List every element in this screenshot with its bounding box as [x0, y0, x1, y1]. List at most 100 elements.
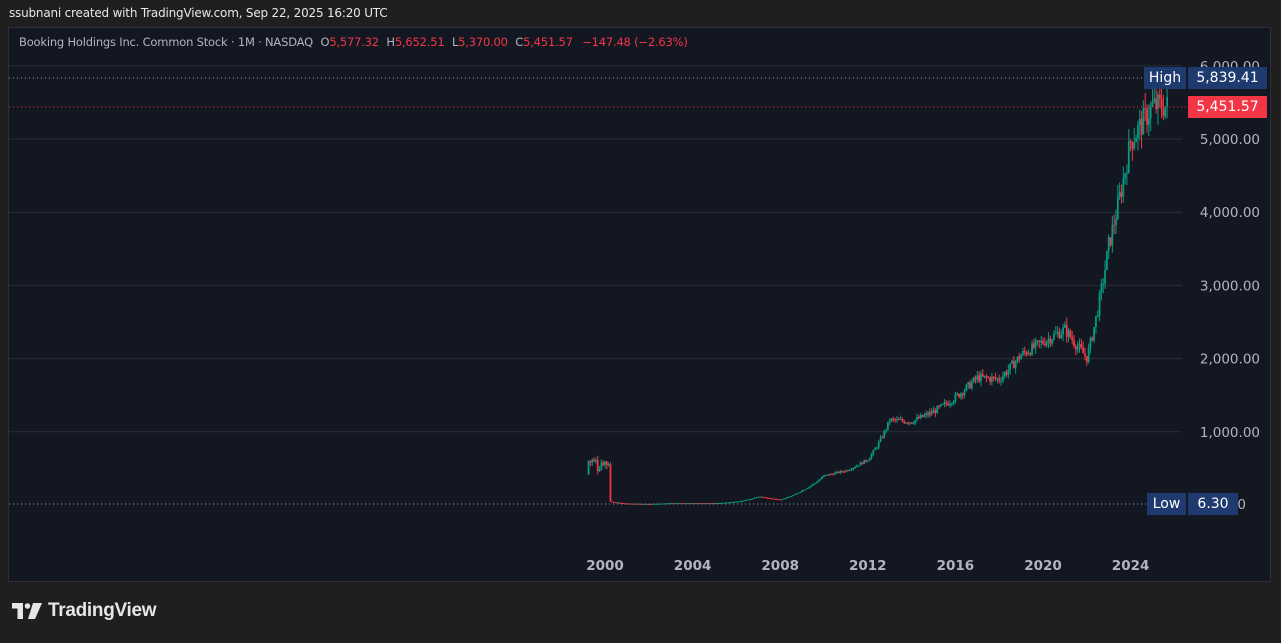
candle-body [777, 499, 780, 501]
candle-body [879, 437, 882, 442]
candle-body [1011, 360, 1013, 364]
candle-body [682, 503, 685, 505]
candle-body [841, 471, 844, 473]
candle-body [1147, 118, 1150, 125]
candle-body [819, 478, 822, 481]
candle-body [1126, 172, 1128, 174]
candle-body [761, 496, 763, 498]
symbol-title[interactable]: Booking Holdings Inc. Common Stock · 1M … [19, 35, 313, 49]
candle-body [980, 374, 982, 382]
candle-body [689, 503, 692, 505]
candle-body [850, 469, 853, 471]
open-value: 5,577.32 [329, 35, 379, 49]
candle-body [673, 503, 676, 505]
candle-body [1038, 340, 1041, 343]
tradingview-logo-text: TradingView [48, 600, 157, 621]
chart-credit: ssubnani created with TradingView.com, S… [9, 6, 388, 20]
candle-body [1137, 125, 1139, 139]
candle-body [918, 417, 920, 419]
chart-pane[interactable]: Booking Holdings Inc. Common Stock · 1M … [8, 27, 1271, 582]
candle-body [1120, 192, 1123, 197]
candle-body [1138, 118, 1141, 126]
candle-body [688, 503, 690, 505]
candle-body [801, 490, 803, 492]
candle-body [1098, 293, 1101, 316]
candle-body [1007, 369, 1010, 375]
candle-body [956, 393, 959, 395]
candle-body [604, 461, 606, 466]
candle-body [1080, 344, 1083, 348]
candle-body [894, 419, 897, 421]
open-label: O [320, 35, 330, 49]
candle-body [963, 390, 966, 396]
candle-body [1160, 98, 1163, 110]
candle-body [1127, 141, 1130, 173]
candle-body [629, 503, 632, 505]
candle-body [1027, 353, 1030, 355]
candle-body [693, 503, 696, 505]
candle-body [870, 454, 873, 459]
candle-body [671, 503, 674, 505]
candle-body [932, 410, 935, 414]
candle-body [804, 488, 807, 490]
candle-body [998, 378, 1001, 381]
candle-body [750, 498, 752, 500]
candle-body [1000, 380, 1002, 382]
candle-body [744, 500, 747, 502]
candle-body [861, 462, 864, 465]
candle-body [943, 402, 946, 404]
candle-body [989, 377, 991, 382]
candle-body [735, 501, 738, 503]
candle-body [751, 498, 754, 500]
candle-body [733, 501, 736, 503]
candle-body [1140, 118, 1143, 135]
candle-body [616, 502, 619, 504]
candle-body [731, 502, 734, 504]
price-axis-label: 4,000.00 [1200, 205, 1260, 221]
candle-body [596, 460, 599, 472]
candle-body [1158, 94, 1161, 99]
candle-body [695, 503, 698, 505]
candle-body [970, 382, 973, 389]
candle-body [961, 393, 964, 396]
candle-body [965, 384, 968, 391]
candle-body [589, 460, 592, 463]
candle-body [947, 403, 949, 406]
candle-body [1095, 315, 1097, 328]
candle-body [828, 474, 831, 476]
candle-body [1131, 142, 1134, 149]
candle-body [868, 458, 871, 461]
candle-body [1029, 353, 1032, 355]
candle-body [905, 422, 908, 424]
candle-body [1105, 251, 1108, 270]
candle-body [952, 401, 955, 404]
candle-body [1162, 109, 1165, 117]
low-value: 5,370.00 [458, 35, 508, 49]
candle-body [821, 476, 824, 479]
candle-body [667, 503, 670, 505]
candle-body [795, 493, 798, 495]
candle-body [1085, 356, 1088, 363]
candle-body [713, 503, 716, 505]
candle-body [823, 475, 825, 477]
candle-body [658, 503, 661, 505]
candle-body [768, 498, 771, 500]
candle-body [896, 419, 898, 421]
candle-body [1082, 347, 1085, 354]
candle-body [770, 498, 772, 500]
candle-body [925, 413, 928, 416]
tradingview-logo[interactable]: TradingView [12, 600, 157, 622]
candle-body [784, 498, 787, 500]
candle-body [722, 502, 725, 504]
candle-body [600, 462, 603, 470]
candle-body [992, 376, 995, 378]
candle-body [1045, 341, 1048, 346]
time-axis-label: 2004 [674, 558, 712, 574]
low-marker-label: Low [1147, 493, 1186, 515]
candle-body [678, 503, 681, 505]
candle-body [781, 499, 783, 501]
candle-body [772, 498, 774, 500]
candle-body [1164, 106, 1167, 117]
price-axis-label: 2,000.00 [1200, 352, 1260, 368]
